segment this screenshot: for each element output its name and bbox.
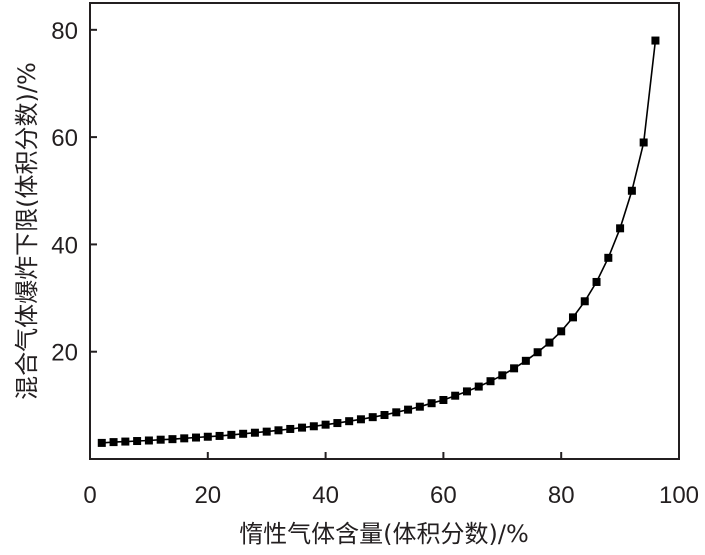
data-point: [133, 437, 142, 446]
data-point: [97, 438, 106, 447]
data-point: [545, 338, 554, 347]
data-point: [203, 432, 212, 441]
data-point: [380, 411, 389, 420]
data-point: [286, 424, 295, 433]
data-point: [180, 434, 189, 443]
data-point: [298, 423, 307, 432]
y-tick-label: 40: [51, 232, 78, 259]
y-tick-label: 60: [51, 125, 78, 152]
data-point: [144, 436, 153, 445]
data-point: [439, 395, 448, 404]
data-point: [627, 186, 636, 195]
y-tick-label: 80: [51, 18, 78, 45]
data-point: [533, 348, 542, 357]
data-point: [427, 399, 436, 408]
data-point: [368, 413, 377, 422]
data-point: [510, 364, 519, 373]
data-point: [592, 277, 601, 286]
data-point: [639, 138, 648, 147]
data-point: [486, 377, 495, 386]
y-tick-label: 20: [51, 340, 78, 367]
data-point: [309, 422, 318, 431]
x-tick-label: 40: [312, 482, 339, 509]
data-point: [333, 419, 342, 428]
data-point: [156, 435, 165, 444]
data-point: [498, 371, 507, 380]
data-point: [274, 426, 283, 435]
data-point: [580, 297, 589, 306]
data-point: [192, 433, 201, 442]
data-point: [604, 253, 613, 262]
data-point: [415, 402, 424, 411]
data-point: [521, 356, 530, 365]
data-point: [109, 438, 118, 447]
data-point: [568, 313, 577, 322]
x-tick-label: 0: [83, 482, 96, 509]
data-point: [451, 391, 460, 400]
plot-frame: [89, 2, 680, 460]
data-point: [557, 327, 566, 336]
data-point: [227, 430, 236, 439]
data-point: [321, 420, 330, 429]
x-axis-title: 惰性气体含量(体积分数)/%: [239, 520, 529, 548]
data-point: [651, 36, 660, 45]
data-point: [121, 437, 130, 446]
data-point: [404, 405, 413, 414]
x-tick-label: 100: [659, 482, 699, 509]
x-tick-label: 20: [194, 482, 221, 509]
data-point: [168, 435, 177, 444]
data-point: [392, 408, 401, 417]
data-point: [250, 428, 259, 437]
data-point: [239, 429, 248, 438]
data-point: [215, 431, 224, 440]
data-point: [462, 387, 471, 396]
data-point: [616, 224, 625, 233]
y-axis-title: 混合气体爆炸下限(体积分数)/%: [13, 62, 41, 400]
axis-ticks: 0 20 40 60 80 100 20 40 60 80: [51, 18, 699, 509]
data-point: [356, 415, 365, 424]
x-tick-label: 80: [548, 482, 575, 509]
series-line: [101, 40, 657, 444]
data-point: [474, 382, 483, 391]
data-point: [345, 417, 354, 426]
series-layer: [97, 36, 660, 447]
x-tick-label: 60: [430, 482, 457, 509]
data-point: [262, 427, 271, 436]
